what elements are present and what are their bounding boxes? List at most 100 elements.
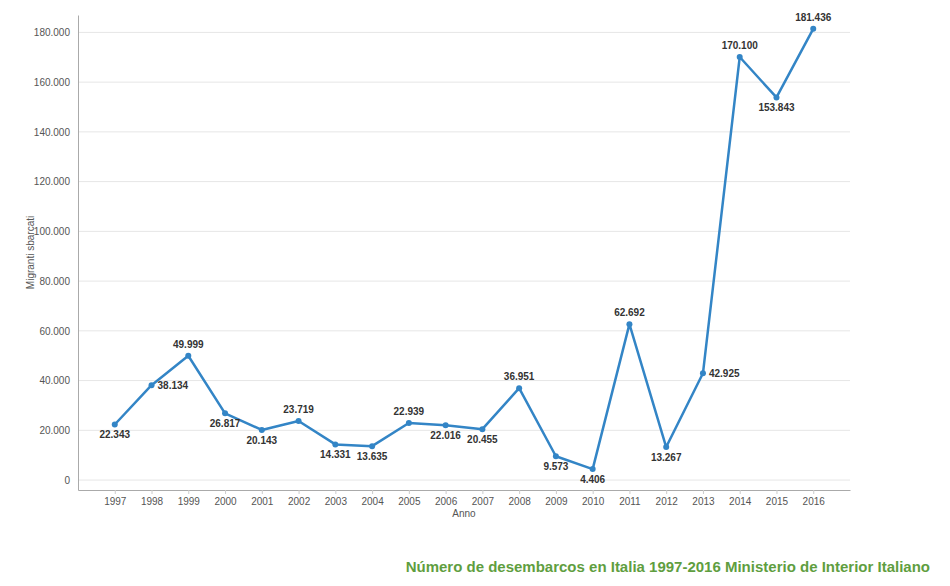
- x-tick-label: 2012: [656, 496, 679, 507]
- data-label: 42.925: [709, 368, 740, 379]
- x-tick: 2002: [288, 490, 311, 507]
- grid-line: [78, 430, 850, 431]
- x-tick-mark: [335, 490, 336, 494]
- x-tick-label: 2006: [435, 496, 458, 507]
- point: [443, 422, 449, 428]
- grid-line: [78, 32, 850, 33]
- x-tick-label: 2015: [766, 496, 789, 507]
- x-tick-mark: [703, 490, 704, 494]
- point: [479, 426, 485, 432]
- point: [406, 420, 412, 426]
- x-tick: 1998: [141, 490, 164, 507]
- x-tick-mark: [225, 490, 226, 494]
- point: [553, 453, 559, 459]
- x-tick-label: 1999: [178, 496, 201, 507]
- data-label: 62.692: [614, 307, 645, 318]
- point: [773, 94, 779, 100]
- x-tick-mark: [666, 490, 667, 494]
- y-tick: 100.000: [34, 226, 78, 237]
- x-tick-mark: [593, 490, 594, 494]
- x-tick-mark: [776, 490, 777, 494]
- x-tick-mark: [409, 490, 410, 494]
- x-tick-label: 1998: [141, 496, 164, 507]
- y-tick: 40.000: [39, 375, 78, 386]
- grid-line: [78, 131, 850, 132]
- y-tick-label: 140.000: [34, 127, 71, 138]
- data-label: 26.817: [210, 418, 241, 429]
- grid-line: [78, 82, 850, 83]
- x-tick-mark: [152, 490, 153, 494]
- x-tick-label: 2007: [472, 496, 495, 507]
- x-tick: 2016: [803, 490, 826, 507]
- y-tick: 80.000: [39, 276, 78, 287]
- point: [369, 443, 375, 449]
- point: [296, 418, 302, 424]
- point: [222, 410, 228, 416]
- point: [112, 421, 118, 427]
- x-tick: 2001: [251, 490, 274, 507]
- x-tick: 1997: [104, 490, 127, 507]
- x-tick: 2007: [472, 490, 495, 507]
- data-label: 20.455: [467, 434, 498, 445]
- y-tick: 140.000: [34, 127, 78, 138]
- point: [700, 370, 706, 376]
- grid-line: [78, 181, 850, 182]
- x-tick-label: 2003: [325, 496, 348, 507]
- y-tick-label: 0: [64, 475, 70, 486]
- x-tick-mark: [372, 490, 373, 494]
- x-tick-label: 2005: [398, 496, 421, 507]
- y-tick: 20.000: [39, 425, 78, 436]
- y-tick-label: 60.000: [39, 326, 70, 337]
- x-tick-mark: [115, 490, 116, 494]
- data-label: 49.999: [173, 339, 204, 350]
- point: [810, 26, 816, 32]
- line: [115, 29, 813, 469]
- x-axis-title: Anno: [452, 508, 476, 519]
- data-label: 23.719: [283, 404, 314, 415]
- data-label: 9.573: [543, 461, 568, 472]
- x-tick-label: 2014: [729, 496, 752, 507]
- y-tick: 60.000: [39, 326, 78, 337]
- y-tick-label: 80.000: [39, 276, 70, 287]
- x-tick-mark: [188, 490, 189, 494]
- grid-line: [78, 231, 850, 232]
- x-tick: 2011: [619, 490, 641, 507]
- data-label: 22.939: [394, 406, 425, 417]
- chart: 0 20.000 40.000 60.000 80.000 100.000 120.000 1…: [0, 0, 950, 586]
- y-tick-label: 160.000: [34, 77, 71, 88]
- point: [663, 444, 669, 450]
- x-tick-mark: [519, 490, 520, 494]
- data-label: 22.016: [430, 430, 461, 441]
- y-tick-label: 180.000: [34, 27, 71, 38]
- y-tick-label: 100.000: [34, 226, 71, 237]
- x-tick-label: 2008: [509, 496, 532, 507]
- x-tick: 1999: [178, 490, 201, 507]
- y-tick: 0: [64, 475, 78, 486]
- x-tick: 2015: [766, 490, 789, 507]
- x-tick-mark: [262, 490, 263, 494]
- point: [516, 385, 522, 391]
- x-tick-label: 2009: [545, 496, 568, 507]
- grid-line: [78, 330, 850, 331]
- point: [149, 382, 155, 388]
- data-label: 181.436: [795, 12, 832, 23]
- data-label: 22.343: [99, 429, 130, 440]
- x-axis-line: [79, 490, 851, 491]
- point: [259, 427, 265, 433]
- y-axis-title: Migranti sbarcati: [25, 216, 36, 289]
- grid-line: [78, 380, 850, 381]
- x-tick: 2009: [545, 490, 568, 507]
- x-tick-label: 2001: [251, 496, 274, 507]
- x-tick: 2006: [435, 490, 458, 507]
- x-tick: 2014: [729, 490, 752, 507]
- y-tick: 120.000: [34, 176, 78, 187]
- y-tick-label: 40.000: [39, 375, 70, 386]
- plot-area: [112, 26, 816, 472]
- y-tick-label: 120.000: [34, 176, 71, 187]
- data-label: 20.143: [247, 435, 278, 446]
- x-tick-label: 2013: [692, 496, 715, 507]
- data-label: 38.134: [158, 380, 189, 391]
- data-label: 13.267: [651, 452, 682, 463]
- x-tick-label: 2002: [288, 496, 311, 507]
- x-tick: 2008: [509, 490, 532, 507]
